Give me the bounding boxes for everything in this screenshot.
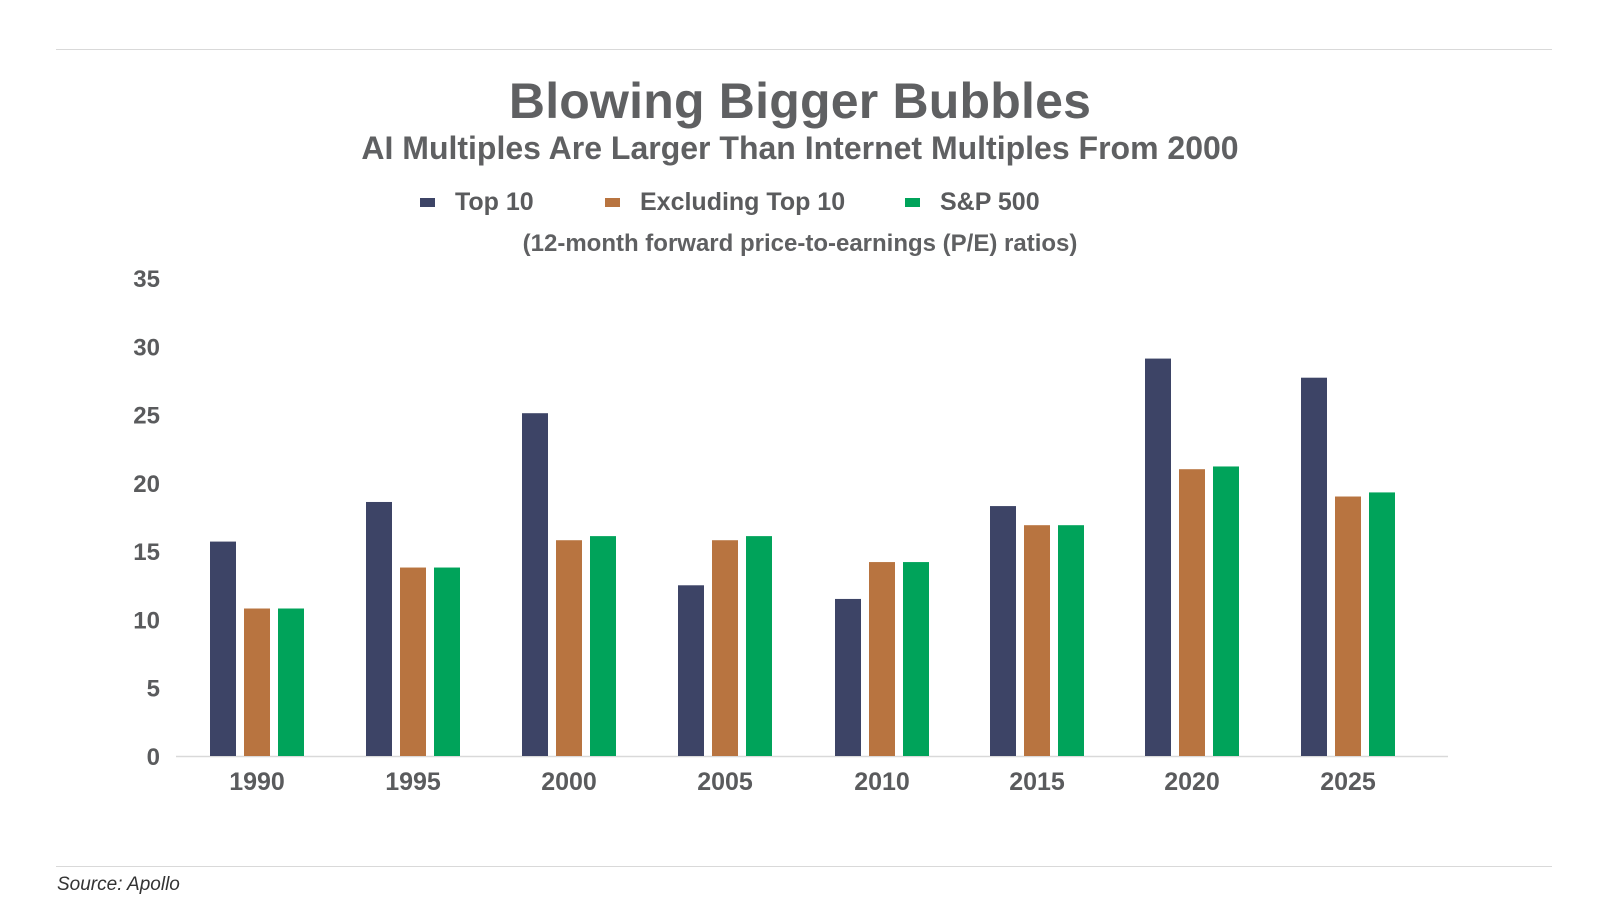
y-tick-label: 5	[147, 676, 160, 703]
x-tick-label: 2005	[697, 768, 753, 796]
y-tick-label: 35	[133, 266, 160, 293]
bar-excluding-top-10-2000	[556, 540, 582, 756]
bar-top-10-1995	[366, 501, 392, 756]
legend-label-sp500: S&P 500	[940, 187, 1040, 216]
y-tick-label: 15	[133, 539, 160, 566]
bar-s-p-500-2020	[1213, 466, 1239, 756]
x-tick-label: 2025	[1320, 768, 1376, 796]
legend-swatch-top-10	[420, 197, 435, 207]
bar-s-p-500-1995	[434, 567, 460, 756]
y-tick-label: 25	[133, 403, 160, 430]
x-tick-label: 2020	[1164, 768, 1220, 796]
bar-top-10-2020	[1145, 358, 1171, 756]
bar-s-p-500-2010	[903, 562, 929, 756]
top-divider	[56, 49, 1552, 50]
source-note: Source: Apollo	[57, 874, 180, 895]
bar-excluding-top-10-2005	[712, 540, 738, 756]
bar-s-p-500-2025	[1369, 492, 1395, 756]
x-tick-label: 2010	[854, 768, 910, 796]
x-tick-label: 1995	[385, 768, 441, 796]
legend-item-sp500: S&P 500	[905, 184, 1040, 220]
legend-label-excluding-top-10: Excluding Top 10	[640, 187, 846, 216]
bar-s-p-500-1990	[278, 608, 304, 756]
legend-item-excluding-top-10: Excluding Top 10	[605, 184, 845, 220]
chart-title: Blowing Bigger Bubbles	[508, 73, 1092, 129]
bar-top-10-1990	[210, 541, 236, 756]
legend: Top 10 Excluding Top 10 S&P 500	[0, 184, 1600, 220]
legend-swatch-sp500	[905, 197, 920, 207]
bar-top-10-2010	[835, 598, 861, 756]
units-note: (12-month forward price-to-earnings (P/E…	[522, 230, 1078, 257]
bottom-divider	[56, 866, 1552, 867]
y-tick-label: 30	[133, 334, 160, 361]
y-tick-label: 0	[147, 744, 160, 771]
x-tick-label: 1990	[229, 768, 285, 796]
x-tick-label: 2000	[541, 768, 597, 796]
y-tick-label: 10	[133, 607, 160, 634]
bar-excluding-top-10-2025	[1335, 496, 1361, 756]
bar-excluding-top-10-2015	[1024, 525, 1050, 756]
bar-top-10-2000	[522, 413, 548, 756]
bar-top-10-2015	[990, 506, 1016, 756]
chart-subtitle: AI Multiples Are Larger Than Internet Mu…	[361, 130, 1239, 166]
legend-swatch-excluding-top-10	[605, 197, 620, 207]
x-tick-label: 2015	[1009, 768, 1065, 796]
bar-excluding-top-10-1995	[400, 567, 426, 756]
legend-item-top-10: Top 10	[420, 184, 534, 220]
bar-excluding-top-10-2020	[1179, 469, 1205, 756]
bar-s-p-500-2005	[746, 536, 772, 756]
bar-excluding-top-10-2010	[869, 562, 895, 756]
bar-s-p-500-2015	[1058, 525, 1084, 756]
bar-top-10-2005	[678, 585, 704, 756]
bar-excluding-top-10-1990	[244, 608, 270, 756]
bar-top-10-2025	[1301, 377, 1327, 756]
bar-s-p-500-2000	[590, 536, 616, 756]
y-tick-label: 20	[133, 471, 160, 498]
legend-label-top-10: Top 10	[455, 187, 534, 216]
